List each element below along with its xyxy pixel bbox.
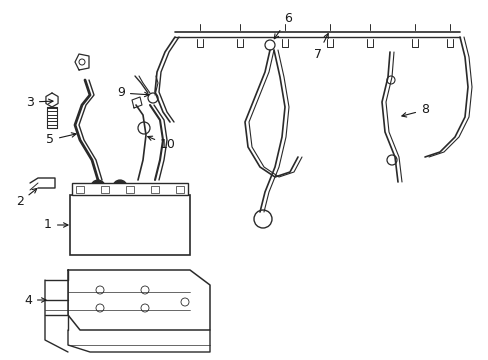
Circle shape: [91, 180, 105, 194]
Text: 2: 2: [16, 189, 37, 208]
Bar: [151, 186, 159, 193]
Bar: [72, 183, 187, 195]
Text: 9: 9: [117, 86, 149, 99]
Text: 6: 6: [274, 13, 291, 39]
Bar: [70, 195, 190, 255]
Circle shape: [113, 180, 127, 194]
Text: 5: 5: [46, 133, 76, 147]
Bar: [101, 186, 109, 193]
Bar: [76, 186, 84, 193]
Text: 10: 10: [147, 136, 176, 152]
Text: 1: 1: [44, 219, 68, 231]
Text: 4: 4: [24, 293, 46, 306]
Text: 3: 3: [26, 95, 53, 108]
Bar: [126, 186, 134, 193]
Bar: [176, 186, 183, 193]
Text: 8: 8: [401, 104, 428, 117]
Text: 7: 7: [313, 33, 327, 60]
